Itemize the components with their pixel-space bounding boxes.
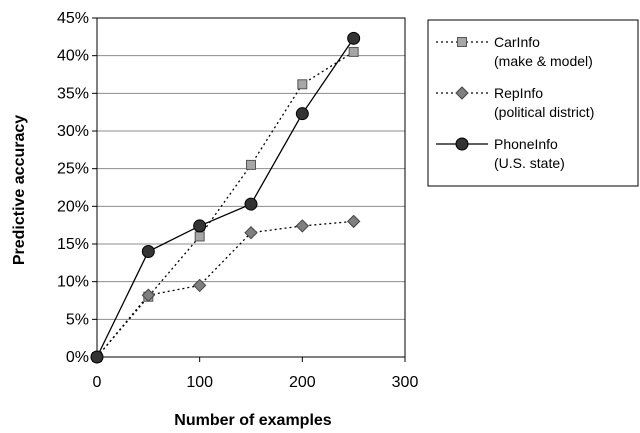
legend: CarInfo (make & model) RepInfo (political d…: [427, 19, 639, 187]
legend-sublabel-phoneinfo: (U.S. state): [494, 155, 565, 171]
legend-marker-carinfo: [457, 37, 467, 47]
data-point-repinfo: [141, 288, 156, 302]
plot-area-border: [96, 17, 406, 358]
legend-sublabel-repinfo: (political district): [494, 104, 594, 120]
data-point-carinfo: [297, 79, 308, 90]
series-line-repinfo: [96, 220, 354, 358]
data-point-phoneinfo: [295, 107, 309, 121]
data-point-repinfo: [192, 278, 207, 293]
data-point-carinfo: [246, 159, 256, 170]
y-tick-label: 25%: [57, 161, 89, 178]
legend-label-phoneinfo: PhoneInfo: [494, 136, 558, 152]
y-tick-label: 5%: [66, 311, 89, 328]
data-point-repinfo: [346, 214, 361, 229]
x-tick-label: 0: [93, 374, 102, 391]
data-point-repinfo: [295, 219, 310, 233]
y-axis-title: Predictive accuracy: [11, 115, 28, 265]
data-point-phoneinfo: [90, 350, 104, 364]
x-tick-label: 100: [186, 374, 213, 391]
series-markers: [90, 31, 361, 364]
y-tick-label: 40%: [57, 48, 89, 65]
data-point-phoneinfo: [244, 197, 258, 211]
data-point-carinfo: [194, 231, 205, 242]
y-tick-label: 30%: [57, 123, 89, 140]
x-axis-title: Number of examples: [174, 412, 331, 429]
data-point-repinfo: [244, 225, 258, 240]
y-tick-label: 15%: [57, 236, 89, 253]
data-point-phoneinfo: [193, 219, 207, 233]
series-line-carinfo: [96, 51, 355, 358]
legend-sublabel-carinfo: (make & model): [494, 53, 593, 69]
series-lines: [96, 37, 355, 358]
data-point-carinfo: [348, 46, 359, 57]
legend-box: [427, 19, 639, 187]
x-tick-label: 200: [289, 374, 316, 391]
y-tick-label: 0%: [66, 349, 89, 366]
legend-marker-repinfo: [455, 86, 469, 100]
y-tick-labels: 0% 5% 10% 15% 20% 25% 30% 35% 40% 45%: [57, 10, 89, 366]
series-line-phoneinfo: [96, 37, 355, 358]
x-tick-label: 300: [392, 374, 419, 391]
y-tick-label: 20%: [57, 198, 89, 215]
data-point-phoneinfo: [141, 245, 155, 259]
axes: [92, 17, 406, 362]
legend-label-carinfo: CarInfo: [494, 34, 540, 50]
legend-marker-phoneinfo: [455, 137, 469, 151]
y-tick-label: 35%: [57, 85, 89, 102]
legend-label-repinfo: RepInfo: [494, 85, 543, 101]
x-tick-labels: 0 100 200 300: [93, 374, 419, 391]
y-tick-label: 10%: [57, 274, 89, 291]
y-tick-label: 45%: [57, 10, 89, 27]
data-point-phoneinfo: [347, 31, 361, 45]
